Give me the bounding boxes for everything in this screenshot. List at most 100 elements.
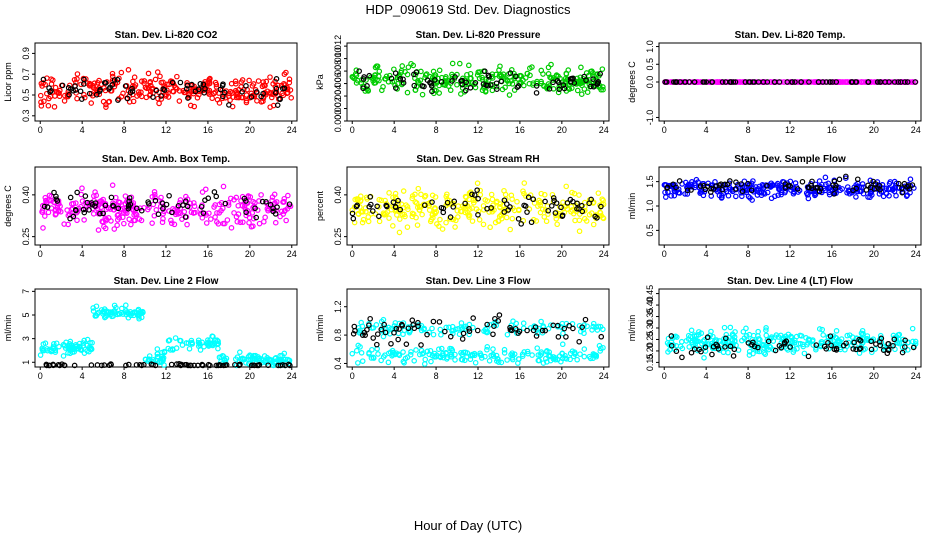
data-point <box>389 78 396 85</box>
data-point <box>280 92 287 99</box>
reference-point <box>391 329 397 336</box>
reference-point <box>825 339 831 346</box>
data-point <box>667 341 674 348</box>
data-point <box>455 203 462 209</box>
y-tick-label: 0.5 <box>21 89 31 102</box>
data-point <box>103 104 109 110</box>
data-point <box>386 190 392 196</box>
x-tick-label: 24 <box>911 125 921 135</box>
data-point <box>721 324 728 331</box>
data-point <box>689 79 696 85</box>
reference-point <box>101 79 108 86</box>
data-point <box>39 83 45 89</box>
x-axis-label: Hour of Day (UTC) <box>414 518 522 533</box>
data-point <box>576 228 583 235</box>
data-point <box>50 77 56 83</box>
data-point <box>245 193 252 199</box>
reference-point <box>350 331 357 337</box>
data-point <box>286 76 293 83</box>
data-point <box>469 205 476 211</box>
reference-point <box>158 93 164 99</box>
data-point <box>287 87 294 93</box>
data-point <box>484 346 490 353</box>
data-point <box>158 96 165 102</box>
data-point <box>88 346 95 353</box>
reference-point <box>370 335 377 341</box>
data-point <box>248 223 255 230</box>
data-point <box>548 61 554 68</box>
data-point <box>436 82 442 89</box>
x-tick-label: 16 <box>515 371 525 381</box>
reference-point <box>222 200 229 207</box>
data-point <box>281 199 287 205</box>
reference-point <box>169 209 175 216</box>
reference-point <box>177 79 184 86</box>
data-point <box>497 201 504 207</box>
reference-point <box>462 200 468 207</box>
reference-point <box>201 89 207 96</box>
reference-point <box>237 361 243 368</box>
data-point <box>120 90 126 97</box>
reference-point <box>126 198 133 205</box>
y-tick-label: 0.4 <box>333 357 343 370</box>
data-point <box>233 213 240 220</box>
reference-point <box>381 321 387 328</box>
data-point <box>183 340 190 346</box>
data-point <box>260 357 266 364</box>
reference-point <box>590 76 596 82</box>
reference-point <box>185 95 191 101</box>
reference-point <box>409 317 416 323</box>
reference-point <box>97 210 103 217</box>
data-point <box>544 348 550 354</box>
reference-point <box>362 332 369 338</box>
data-point <box>110 313 117 319</box>
reference-point <box>127 201 134 208</box>
reference-point <box>895 180 902 187</box>
data-point <box>249 210 256 216</box>
reference-point <box>198 203 205 210</box>
data-point <box>392 351 399 358</box>
data-point <box>701 355 707 361</box>
reference-point <box>561 325 568 332</box>
data-point <box>159 219 166 226</box>
data-point <box>489 196 496 203</box>
reference-point <box>730 79 737 85</box>
data-point <box>168 220 175 227</box>
data-point <box>37 92 44 99</box>
reference-point <box>550 195 557 201</box>
data-point <box>437 216 443 223</box>
data-point <box>385 78 392 85</box>
data-point <box>404 89 411 96</box>
x-tick-label: 0 <box>662 125 667 135</box>
reference-point <box>274 204 280 210</box>
data-point <box>51 104 58 110</box>
data-point <box>696 329 702 335</box>
reference-point <box>354 202 360 209</box>
reference-point <box>724 181 731 188</box>
reference-point <box>781 340 788 347</box>
data-point <box>689 183 695 190</box>
data-point <box>595 323 602 330</box>
data-point <box>62 345 69 351</box>
data-point <box>466 196 473 203</box>
reference-point <box>470 315 476 321</box>
data-point <box>436 346 442 353</box>
reference-point <box>806 79 812 85</box>
data-point <box>433 209 440 215</box>
data-point <box>860 190 867 197</box>
data-point <box>504 78 511 84</box>
reference-point <box>902 79 908 85</box>
data-point <box>740 328 747 335</box>
y-tick-label: 0.5 <box>645 58 655 71</box>
data-point <box>199 339 205 346</box>
y-tick-label: 0.8 <box>333 329 343 342</box>
data-point <box>590 323 596 330</box>
x-tick-label: 16 <box>827 249 837 259</box>
reference-point <box>405 325 412 332</box>
data-point <box>350 74 356 81</box>
data-point <box>536 357 542 364</box>
reference-point <box>863 187 870 193</box>
data-point <box>258 192 264 198</box>
reference-point <box>395 336 401 343</box>
y-tick-label: 0.008 <box>333 60 343 83</box>
